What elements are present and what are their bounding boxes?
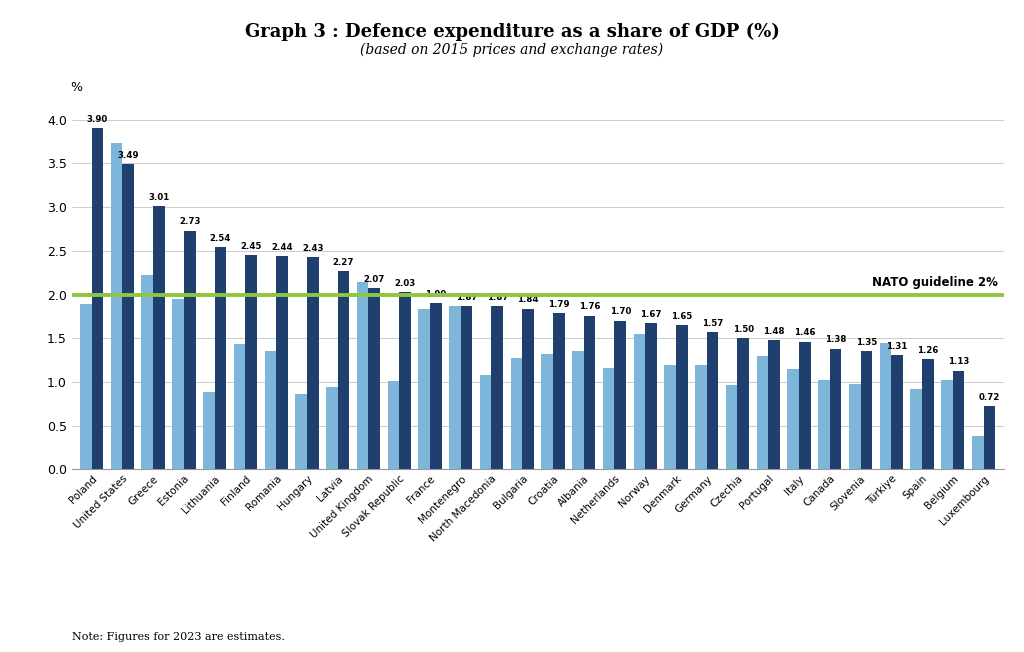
Bar: [80, 304, 92, 469]
Bar: [584, 316, 595, 469]
Bar: [983, 406, 995, 469]
Text: 1.90: 1.90: [425, 290, 446, 299]
Bar: [952, 370, 965, 469]
Bar: [676, 325, 688, 469]
Text: 1.87: 1.87: [486, 293, 508, 301]
Bar: [172, 299, 184, 469]
Bar: [246, 255, 257, 469]
Bar: [338, 271, 349, 469]
Bar: [326, 387, 338, 469]
Bar: [572, 351, 584, 469]
Bar: [891, 355, 903, 469]
Text: 1.76: 1.76: [579, 302, 600, 311]
Bar: [264, 351, 276, 469]
Bar: [614, 321, 626, 469]
Text: 1.87: 1.87: [456, 293, 477, 301]
Text: 2.07: 2.07: [364, 275, 385, 284]
Bar: [295, 394, 307, 469]
Bar: [184, 231, 196, 469]
Bar: [695, 365, 707, 469]
Bar: [829, 349, 842, 469]
Text: 1.50: 1.50: [733, 325, 754, 334]
Bar: [522, 308, 534, 469]
Text: 3.90: 3.90: [87, 115, 109, 124]
Bar: [461, 306, 472, 469]
Text: (based on 2015 prices and exchange rates): (based on 2015 prices and exchange rates…: [360, 42, 664, 57]
Bar: [92, 128, 103, 469]
Text: 1.70: 1.70: [609, 307, 631, 316]
Text: 3.01: 3.01: [148, 193, 170, 202]
Text: 1.67: 1.67: [640, 310, 662, 319]
Bar: [203, 393, 215, 469]
Text: 1.38: 1.38: [825, 335, 846, 344]
Text: 1.46: 1.46: [794, 329, 815, 337]
Bar: [542, 354, 553, 469]
Bar: [399, 292, 411, 469]
Text: 1.31: 1.31: [887, 342, 908, 351]
Bar: [707, 332, 719, 469]
Bar: [369, 288, 380, 469]
Bar: [492, 306, 503, 469]
Bar: [511, 357, 522, 469]
Text: 2.27: 2.27: [333, 258, 354, 267]
Bar: [726, 385, 737, 469]
Bar: [215, 247, 226, 469]
Text: 3.49: 3.49: [118, 151, 139, 160]
Bar: [665, 365, 676, 469]
Text: 1.65: 1.65: [671, 312, 692, 321]
Bar: [480, 375, 492, 469]
Bar: [910, 389, 922, 469]
Text: 1.35: 1.35: [856, 338, 877, 347]
Bar: [849, 384, 860, 469]
Bar: [276, 256, 288, 469]
Text: 2.54: 2.54: [210, 234, 231, 243]
Bar: [941, 380, 952, 469]
Text: 1.13: 1.13: [948, 357, 970, 366]
Bar: [387, 381, 399, 469]
Text: 0.72: 0.72: [979, 393, 1000, 402]
Bar: [922, 359, 934, 469]
Text: 1.79: 1.79: [548, 299, 569, 308]
Bar: [860, 351, 872, 469]
Text: 1.26: 1.26: [918, 346, 939, 355]
Text: 1.57: 1.57: [701, 319, 723, 328]
Text: 2.03: 2.03: [394, 278, 416, 288]
Bar: [356, 282, 369, 469]
Text: Graph 3 : Defence expenditure as a share of GDP (%): Graph 3 : Defence expenditure as a share…: [245, 23, 779, 41]
Bar: [141, 275, 154, 469]
Bar: [553, 313, 564, 469]
Bar: [818, 380, 829, 469]
Bar: [757, 356, 768, 469]
Bar: [123, 164, 134, 469]
Bar: [634, 334, 645, 469]
Bar: [768, 340, 780, 469]
Bar: [430, 303, 441, 469]
Bar: [450, 306, 461, 469]
Text: 2.43: 2.43: [302, 244, 324, 252]
Bar: [880, 343, 891, 469]
Text: Note: Figures for 2023 are estimates.: Note: Figures for 2023 are estimates.: [72, 632, 285, 642]
Bar: [233, 344, 246, 469]
Bar: [418, 310, 430, 469]
Bar: [307, 257, 318, 469]
Bar: [972, 436, 983, 469]
Bar: [111, 143, 123, 469]
Bar: [787, 369, 799, 469]
Text: NATO guideline 2%: NATO guideline 2%: [872, 276, 998, 289]
Bar: [799, 342, 811, 469]
Text: %: %: [71, 81, 82, 94]
Text: 2.45: 2.45: [241, 242, 262, 251]
Text: 1.48: 1.48: [763, 327, 784, 336]
Bar: [737, 338, 750, 469]
Text: 2.44: 2.44: [271, 243, 293, 252]
Bar: [603, 368, 614, 469]
Bar: [645, 323, 657, 469]
Text: 1.84: 1.84: [517, 295, 539, 304]
Text: 2.73: 2.73: [179, 217, 201, 226]
Bar: [154, 206, 165, 469]
